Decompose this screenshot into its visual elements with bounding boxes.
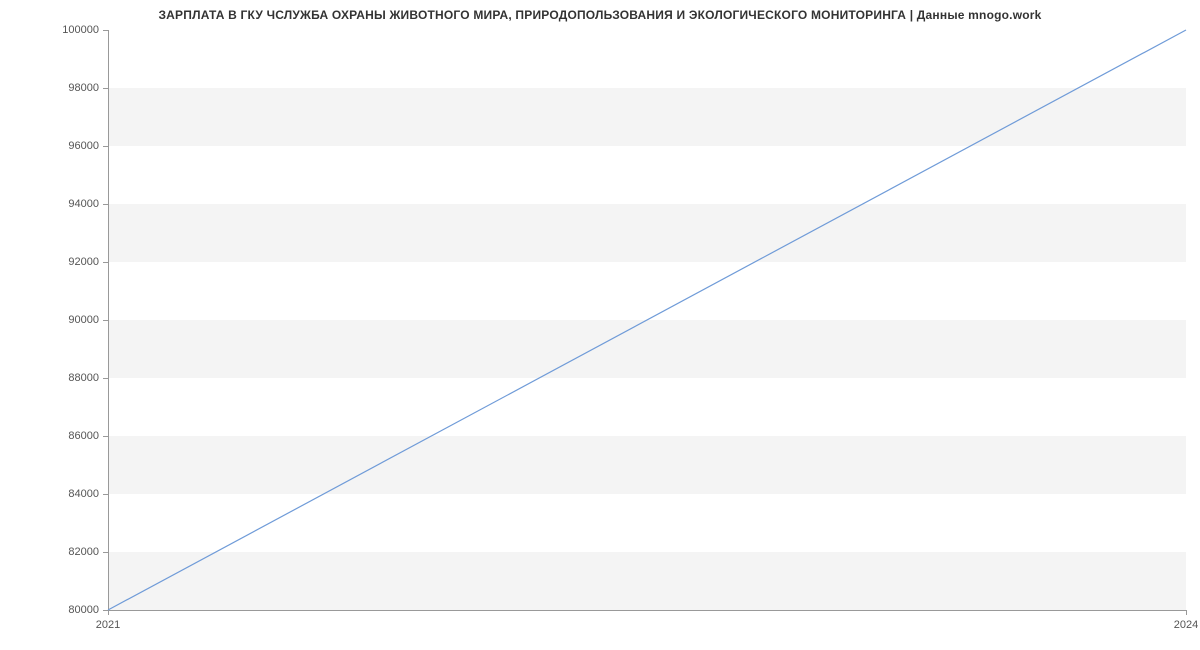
x-tick (108, 610, 109, 615)
x-tick-label: 2021 (96, 619, 120, 631)
y-tick-label: 82000 (39, 546, 99, 558)
y-tick-label: 92000 (39, 256, 99, 268)
y-tick-label: 96000 (39, 140, 99, 152)
y-tick-label: 90000 (39, 314, 99, 326)
y-tick-label: 80000 (39, 604, 99, 616)
y-tick-label: 86000 (39, 430, 99, 442)
series-svg (108, 30, 1186, 610)
y-tick-label: 88000 (39, 372, 99, 384)
x-axis-line (108, 610, 1186, 611)
y-tick-label: 100000 (39, 24, 99, 36)
y-tick-label: 84000 (39, 488, 99, 500)
chart-title: ЗАРПЛАТА В ГКУ ЧСЛУЖБА ОХРАНЫ ЖИВОТНОГО … (0, 8, 1200, 22)
x-tick-label: 2024 (1174, 619, 1198, 631)
plot-area: 8000082000840008600088000900009200094000… (108, 30, 1186, 610)
x-tick (1186, 610, 1187, 615)
y-tick-label: 98000 (39, 82, 99, 94)
series-line (108, 30, 1186, 610)
y-tick-label: 94000 (39, 198, 99, 210)
